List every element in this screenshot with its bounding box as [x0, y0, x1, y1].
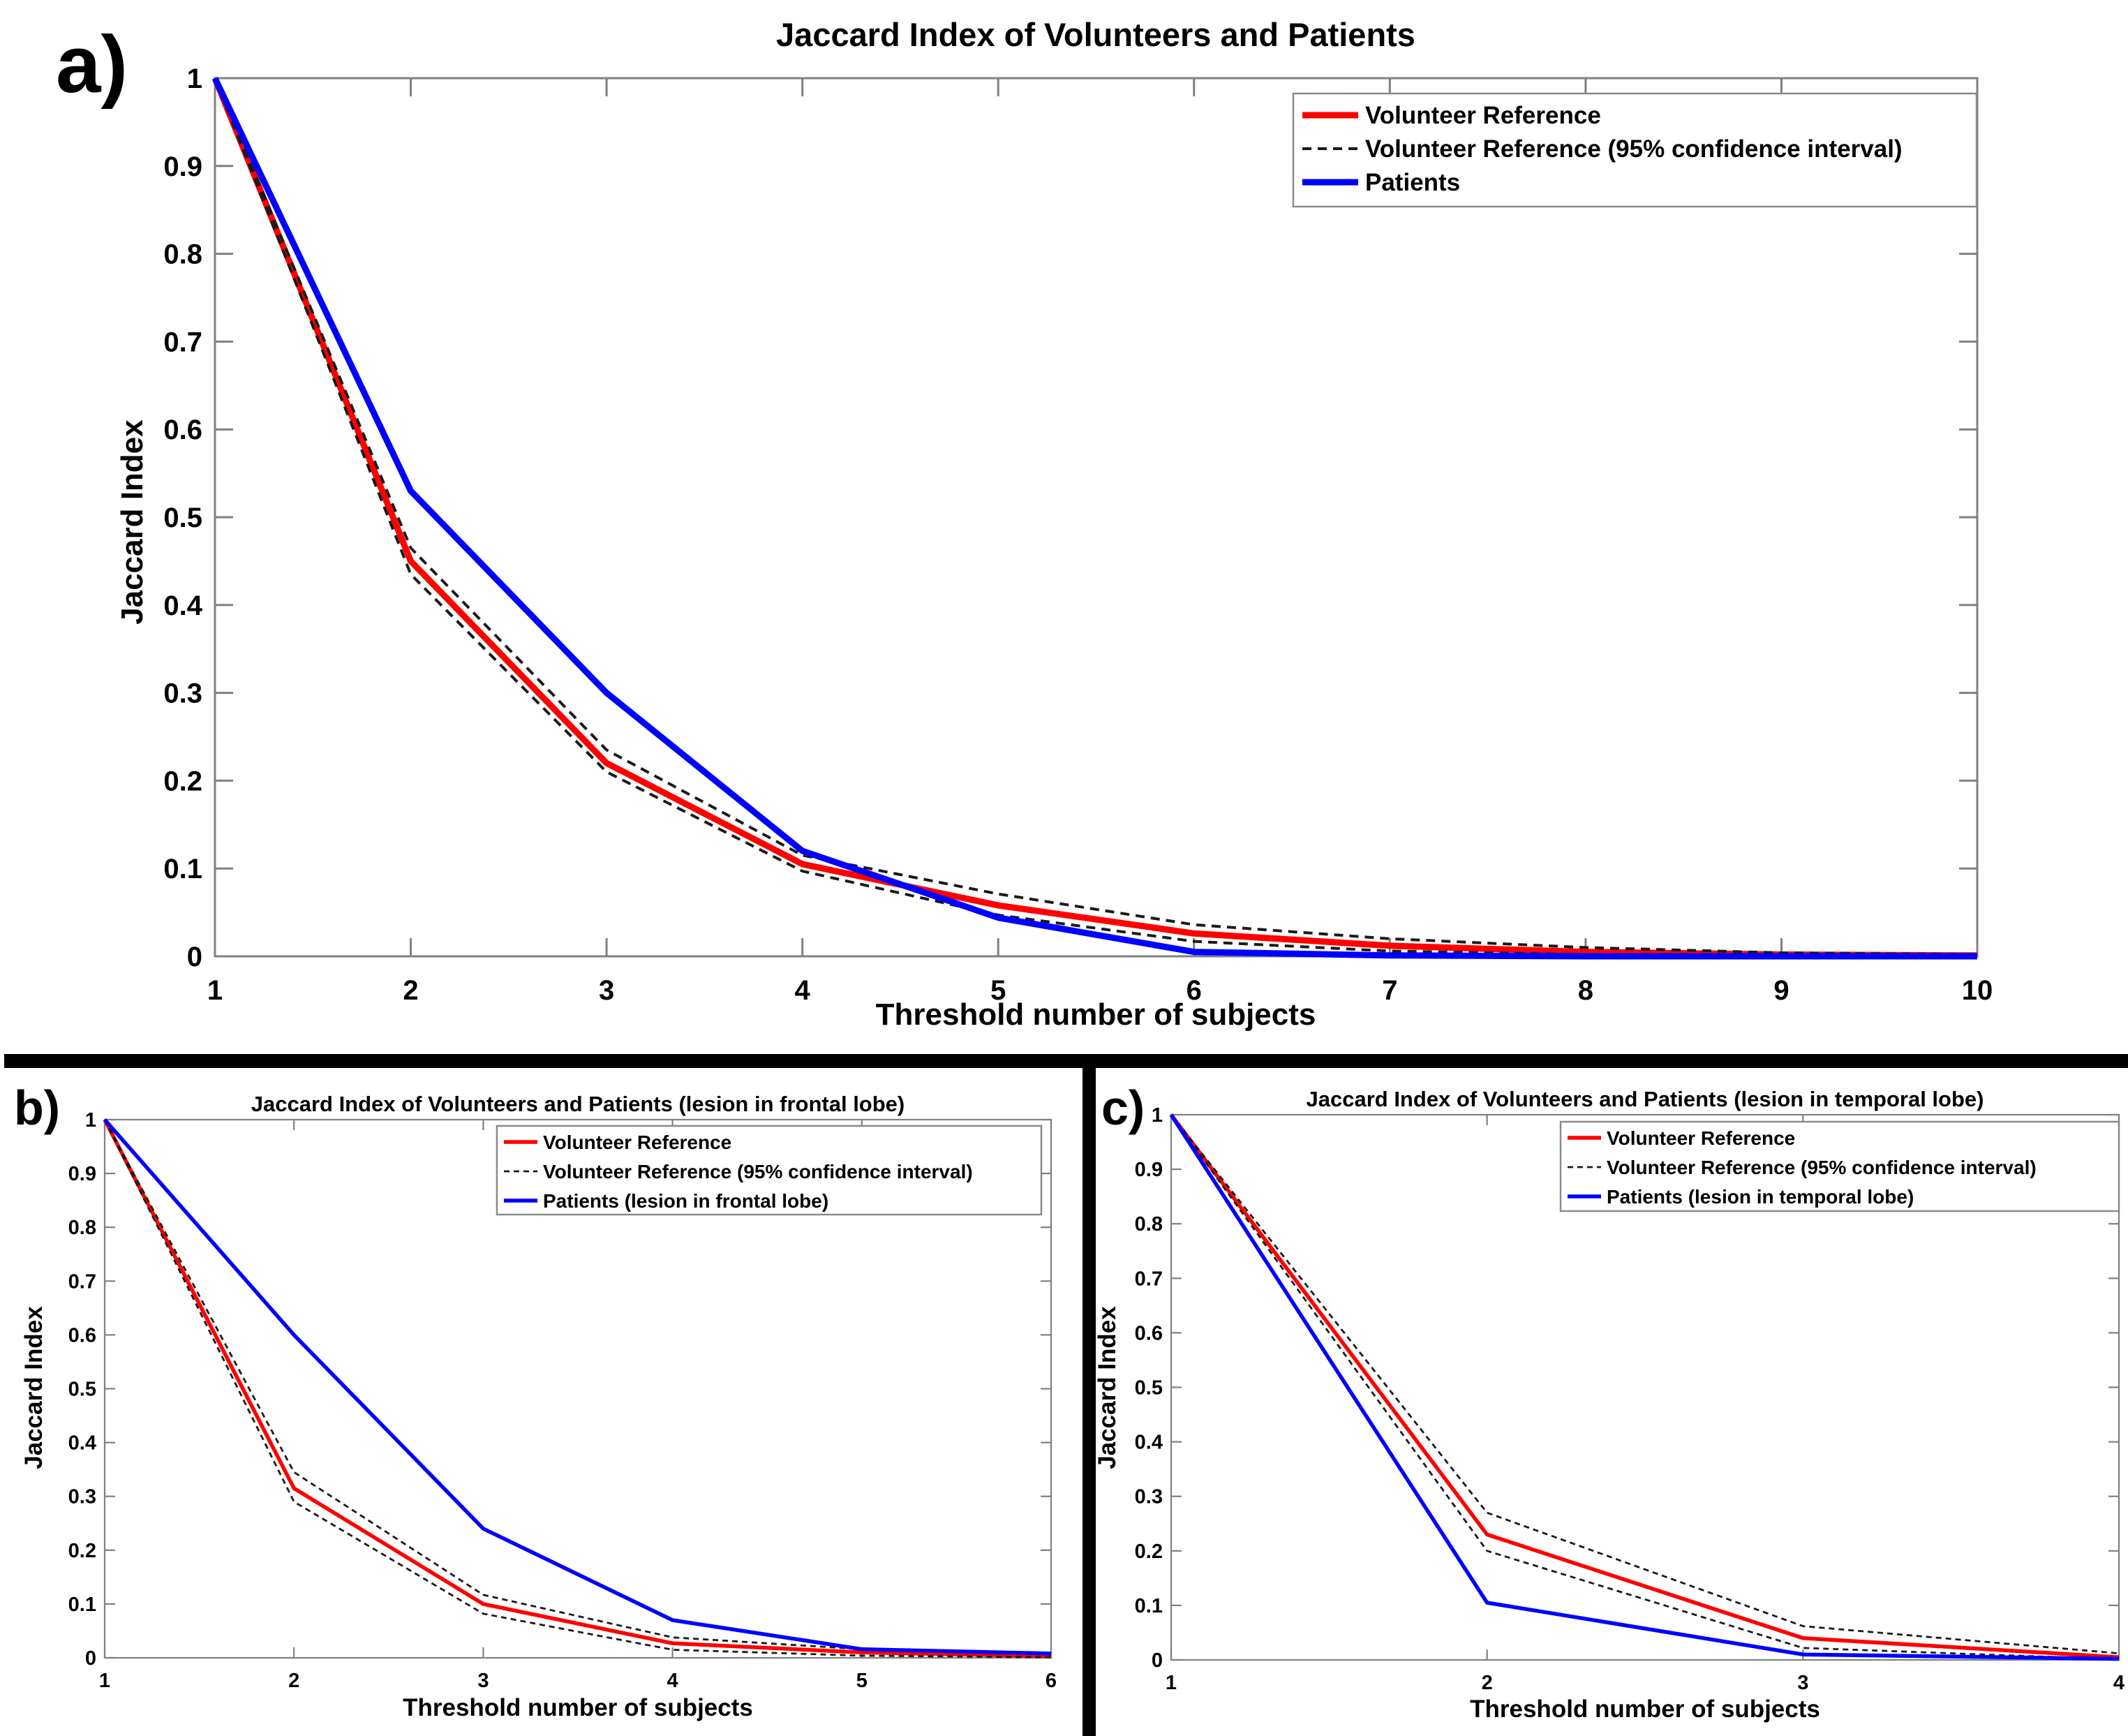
y-tick-label: 0.9 [163, 151, 202, 182]
x-tick-label: 3 [477, 1670, 489, 1692]
chart-panel-a: 1 2 3 4 5 6 7 8 9 10 0 0.1 0.2 0.3 0.4 0.5 0.6 0.7 0.8 0.9 1… [115, 16, 1993, 1032]
legend-label: Patients (lesion in frontal lobe) [543, 1190, 828, 1212]
legend-label: Volunteer Reference [543, 1132, 731, 1153]
y-tick-label: 1 [1152, 1104, 1163, 1127]
legend-label: Volunteer Reference [1607, 1127, 1795, 1149]
chart-title: Jaccard Index of Volunteers and Patients… [1307, 1087, 1984, 1111]
x-tick-label: 5 [856, 1670, 868, 1692]
legend: Volunteer Reference Volunteer Reference (… [496, 1125, 1043, 1216]
x-tick-label: 4 [667, 1670, 678, 1692]
y-tick-label: 0.5 [163, 503, 202, 533]
x-tick-label: 5 [990, 975, 1006, 1006]
line-patients [1169, 1113, 2120, 1661]
y-axis-label: Jaccard Index [115, 420, 149, 625]
x-tick-label: 6 [1186, 975, 1202, 1006]
y-tick-label: 0.6 [163, 415, 202, 445]
legend-label: Volunteer Reference (95% confidence inte… [1607, 1157, 2037, 1178]
x-tick-label: 8 [1578, 975, 1593, 1006]
panel-label-b: b) [14, 1081, 61, 1135]
y-tick-label: 0.3 [68, 1486, 96, 1508]
x-tick-label: 1 [99, 1670, 110, 1692]
line-volunteer-reference [211, 77, 1978, 959]
y-tick-label: 0.8 [68, 1217, 96, 1239]
y-tick-label: 0.9 [68, 1163, 96, 1185]
y-tick-label: 0.4 [68, 1432, 96, 1455]
x-tick-label: 1 [1166, 1672, 1177, 1694]
chart-panel-b: 1 2 3 4 5 6 0 0.1 0.2 0.3 0.4 0.5 0.6 0.7 0.8 0.9 1 Jacca… [20, 1092, 1057, 1721]
y-tick-label: 0.1 [163, 854, 202, 884]
legend-label: Patients [1365, 169, 1460, 196]
legend-box [496, 1125, 1043, 1216]
chart-panel-c: 1 2 3 4 0 0.1 0.2 0.3 0.4 0.5 0.6 0.7 0.8 0.9 1 Jaccard… [1094, 1087, 2125, 1723]
legend: Volunteer Reference Volunteer Reference (… [1292, 92, 1978, 208]
horizontal-divider [4, 1054, 2128, 1068]
x-tick-label: 7 [1382, 975, 1397, 1006]
x-tick-label: 3 [1797, 1672, 1808, 1694]
y-tick-label: 0.2 [163, 766, 202, 796]
y-tick-label: 0 [187, 942, 202, 972]
y-tick-label: 0.7 [1135, 1268, 1163, 1290]
x-axis-label: Threshold number of subjects [403, 1694, 753, 1721]
line-patients [103, 1118, 1052, 1656]
x-tick-label: 9 [1773, 975, 1789, 1006]
y-tick-label: 0 [85, 1647, 96, 1670]
y-tick-label: 0.4 [163, 591, 202, 621]
y-tick-label: 0.5 [68, 1379, 96, 1401]
y-tick-label: 0.8 [1135, 1213, 1163, 1236]
y-tick-label: 0.2 [1135, 1541, 1163, 1563]
line-patients [211, 77, 1977, 960]
line-ci-lower [214, 77, 1978, 958]
y-tick-label: 0.2 [68, 1540, 96, 1562]
x-tick-label: 2 [1482, 1672, 1493, 1694]
x-tick-label: 10 [1962, 975, 1993, 1006]
x-tick-label: 1 [207, 975, 223, 1006]
x-tick-label: 3 [599, 975, 614, 1006]
plot-box [214, 77, 1979, 958]
x-axis-label: Threshold number of subjects [1470, 1696, 1820, 1723]
legend: Volunteer Reference Volunteer Reference (… [1559, 1120, 2120, 1212]
y-tick-label: 0.9 [1135, 1159, 1163, 1181]
legend-label: Volunteer Reference (95% confidence inte… [1365, 135, 1903, 163]
y-tick-label: 0 [1152, 1649, 1163, 1672]
y-tick-label: 0.6 [68, 1324, 96, 1346]
y-tick-label: 0.4 [1135, 1432, 1163, 1454]
x-tick-label: 4 [2113, 1672, 2125, 1694]
x-tick-label: 2 [288, 1670, 299, 1692]
x-tick-label: 2 [403, 975, 418, 1006]
y-tick-label: 0.3 [163, 678, 202, 709]
line-volunteer-reference [1169, 1113, 2120, 1659]
y-tick-label: 0.1 [1135, 1595, 1163, 1617]
y-tick-label: 0.1 [68, 1594, 96, 1616]
x-tick-label: 6 [1046, 1670, 1057, 1692]
y-axis-label: Jaccard Index [20, 1306, 47, 1469]
legend-box [1292, 92, 1978, 208]
legend-label: Patients (lesion in temporal lobe) [1607, 1186, 1914, 1208]
y-tick-label: 0.3 [1135, 1486, 1163, 1508]
y-tick-label: 0.5 [1135, 1377, 1163, 1400]
panel-label-c: c) [1101, 1081, 1145, 1135]
line-ci-lower [103, 1119, 1052, 1659]
line-ci-upper [214, 77, 1978, 956]
y-tick-label: 0.8 [163, 239, 202, 270]
x-axis-label: Threshold number of subjects [876, 997, 1316, 1032]
legend-label: Volunteer Reference (95% confidence inte… [543, 1161, 973, 1182]
y-tick-label: 0.7 [68, 1270, 96, 1293]
line-volunteer-reference [103, 1118, 1052, 1659]
line-ci-lower [1170, 1114, 2120, 1661]
chart-title: Jaccard Index of Volunteers and Patients [776, 16, 1415, 53]
chart-title: Jaccard Index of Volunteers and Patients… [251, 1092, 905, 1116]
y-axis-label: Jaccard Index [1094, 1306, 1121, 1469]
y-tick-label: 0.7 [163, 327, 202, 357]
vertical-divider [1082, 1054, 1096, 1736]
y-tick-label: 0.6 [1135, 1322, 1163, 1344]
line-ci-upper [1170, 1114, 2120, 1655]
y-tick-label: 1 [85, 1109, 96, 1132]
x-tick-label: 4 [795, 975, 811, 1006]
panel-label-a: a) [56, 19, 128, 110]
y-tick-label: 1 [187, 64, 202, 94]
legend-label: Volunteer Reference [1365, 102, 1601, 129]
legend-box [1559, 1120, 2120, 1212]
